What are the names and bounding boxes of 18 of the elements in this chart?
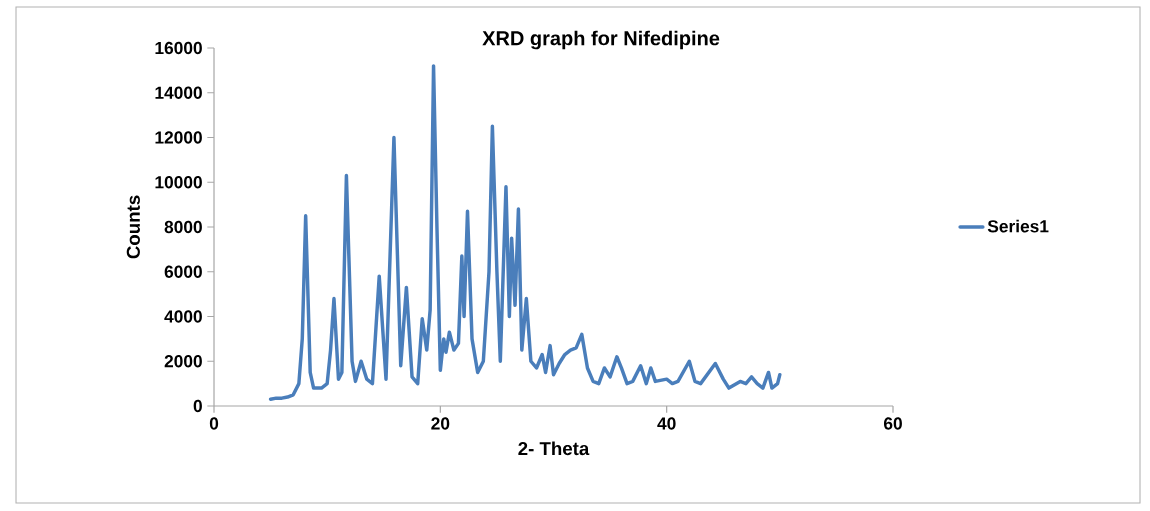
- x-axis-title: 2- Theta: [518, 441, 590, 456]
- y-tick-label: 10000: [155, 176, 202, 189]
- x-tick-label: 20: [431, 417, 450, 430]
- legend-label: Series1: [987, 219, 1049, 233]
- y-tick-label: 16000: [155, 41, 202, 55]
- x-tick-label: 60: [883, 417, 902, 430]
- chart-title: XRD graph for Nifedipine: [482, 30, 720, 50]
- y-tick-label: 2000: [164, 355, 202, 368]
- x-tick-label: 40: [657, 417, 676, 430]
- x-tick-label: 0: [209, 417, 219, 430]
- y-tick-label: 4000: [164, 310, 202, 323]
- y-tick-label: 0: [193, 399, 202, 413]
- y-tick-label: 14000: [155, 86, 202, 99]
- y-tick-label: 12000: [155, 131, 202, 144]
- y-tick-label: 6000: [164, 265, 202, 278]
- y-axis-title: Counts: [126, 195, 140, 259]
- line-series: [268, 64, 782, 402]
- y-tick-label: 8000: [164, 220, 202, 234]
